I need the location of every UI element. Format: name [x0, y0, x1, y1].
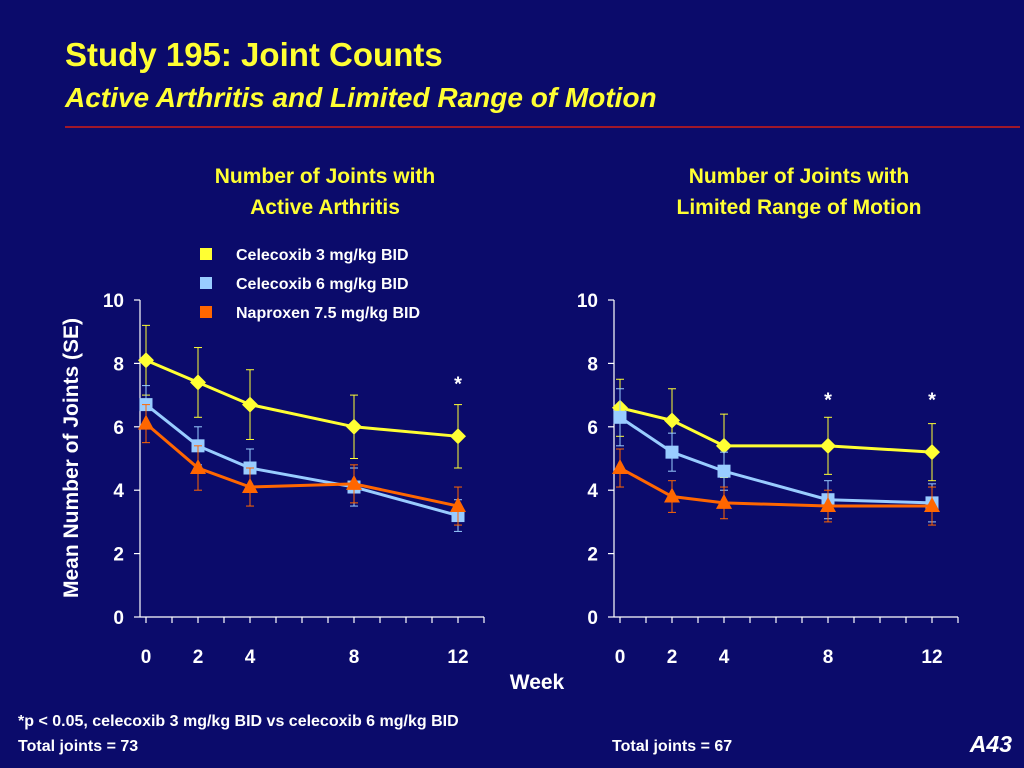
chart-2-series-3-point [820, 497, 836, 513]
total-joints-left: Total joints = 73 [18, 738, 139, 755]
chart-2-title-line: Number of Joints with [689, 165, 910, 188]
chart-1-y-tick-label: 8 [113, 354, 124, 375]
chart-1-series-2-line [145, 403, 459, 518]
chart-1-y-tick-label: 4 [113, 481, 124, 502]
slide-number: A43 [969, 731, 1012, 757]
chart-2-significance-mark: * [824, 389, 832, 411]
chart-2-y-tick-label: 4 [587, 481, 598, 502]
chart-1-x-tick-label: 2 [193, 647, 204, 668]
chart-1-series-1-point [190, 374, 206, 391]
chart-1-series-1-point [450, 428, 466, 445]
chart-1-y-tick-label: 10 [103, 291, 124, 312]
chart-1-x-tick-label: 0 [141, 647, 152, 668]
chart-1-legend-swatch [200, 277, 212, 289]
chart-2-series-1-point [664, 412, 680, 429]
chart-1-y-tick-label: 2 [113, 545, 124, 566]
chart-1-significance-mark: * [454, 373, 462, 395]
title-divider [65, 126, 1020, 128]
chart-2-x-tick-label: 12 [921, 647, 942, 668]
chart-1-title-line: Number of Joints with [215, 165, 436, 188]
chart-1-y-tick-label: 0 [113, 608, 124, 629]
chart-1-title-line: Active Arthritis [250, 196, 400, 219]
chart-1-series-1-point [242, 396, 258, 413]
chart-2-series-1-point [924, 444, 940, 461]
chart-2-y-tick-label: 8 [587, 354, 598, 375]
x-axis-label: Week [510, 671, 565, 694]
chart-2-x-tick-label: 8 [823, 647, 834, 668]
slide-subtitle: Active Arthritis and Limited Range of Mo… [65, 82, 657, 113]
chart-2-series-2-point [613, 410, 627, 424]
chart-1-x-tick-label: 4 [245, 647, 256, 668]
chart-2-y-tick-label: 2 [587, 545, 598, 566]
chart-1-series-1-line [145, 358, 459, 438]
chart-1-series-3-line [145, 422, 459, 508]
chart-2-series-3-point [924, 497, 940, 513]
chart-2-significance-mark: * [928, 389, 936, 411]
chart-2-series-3-point [664, 487, 680, 503]
chart-1-legend-label: Celecoxib 3 mg/kg BID [236, 247, 409, 264]
chart-2-series-2-line [619, 416, 933, 505]
chart-1-series-3-point [138, 414, 154, 430]
chart-1-x-tick-label: 12 [447, 647, 468, 668]
chart-1-series-3-point [190, 459, 206, 475]
chart-1-x-tick-label: 8 [349, 647, 360, 668]
chart-2-title-line: Limited Range of Motion [677, 196, 922, 219]
chart-2-y-tick-label: 0 [587, 608, 598, 629]
chart-2-series-1-point [716, 437, 732, 454]
chart-2-series-3-point [716, 493, 732, 509]
chart-1-y-axis-label: Mean Number of Joints (SE) [60, 318, 83, 598]
chart-1-series-3-point [346, 474, 362, 490]
chart-2-x-tick-label: 2 [667, 647, 678, 668]
chart-1-series-1-point [346, 418, 362, 435]
chart-1-legend-swatch [200, 248, 212, 260]
chart-1-series-1-point [138, 352, 154, 369]
chart-2-series-2-point [717, 464, 731, 478]
chart-2-series-1-line [619, 406, 933, 454]
chart-2-series-1-point [820, 437, 836, 454]
chart-2-series-3-point [612, 459, 628, 475]
chart-1-series-3-point [242, 478, 258, 494]
total-joints-right: Total joints = 67 [612, 738, 733, 755]
chart-2-y-tick-label: 10 [577, 291, 598, 312]
chart-2-y-tick-label: 6 [587, 418, 598, 439]
chart-2-x-tick-label: 4 [719, 647, 730, 668]
chart-1-series-3-point [450, 497, 466, 513]
chart-1-legend-label: Naproxen 7.5 mg/kg BID [236, 305, 420, 322]
footnote: *p < 0.05, celecoxib 3 mg/kg BID vs cele… [18, 713, 459, 730]
chart-2-x-tick-label: 0 [615, 647, 626, 668]
slide-title: Study 195: Joint Counts [65, 36, 443, 73]
chart-1-y-tick-label: 6 [113, 418, 124, 439]
chart-1-legend-label: Celecoxib 6 mg/kg BID [236, 276, 409, 293]
chart-1-legend-swatch [200, 306, 212, 318]
chart-2-series-2-point [665, 445, 679, 459]
